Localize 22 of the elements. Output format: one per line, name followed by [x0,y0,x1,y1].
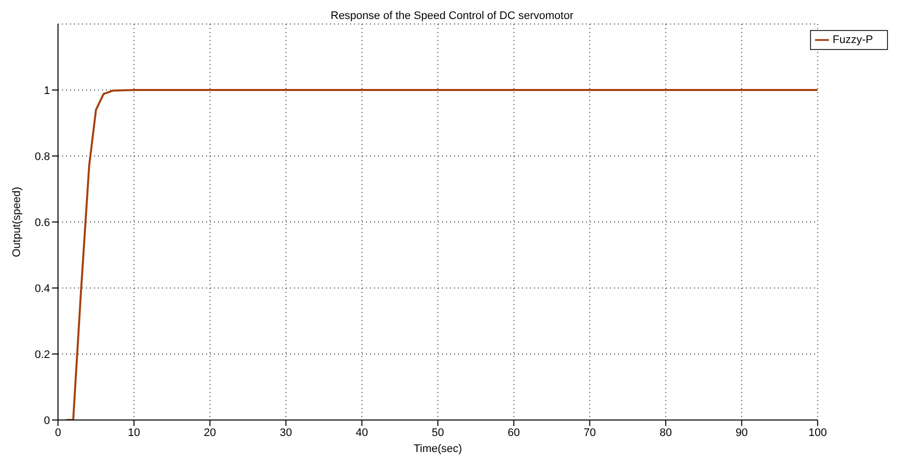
x-tick-label: 40 [356,426,368,439]
x-tick-label: 0 [54,426,62,439]
x-tick-label: 20 [204,426,216,439]
x-axis-title: Time(sec) [414,443,462,455]
x-tick-label: 50 [432,426,444,439]
x-tick-label: 70 [584,426,596,439]
x-tick-label: 80 [660,426,672,439]
y-axis-title: Output(speed) [10,186,23,258]
line-series [65,89,818,420]
y-tick-label: 0 [44,414,50,427]
y-tick-label: 0.4 [34,282,50,295]
y-tick-label: 0.2 [34,348,50,361]
y-tick-label: 0.6 [34,216,50,229]
x-tick-label: 100 [808,426,827,439]
x-tick-label: 30 [280,426,292,439]
x-tick-label: 10 [128,426,140,439]
chart-title: Response of the Speed Control of DC servomotor [330,10,574,22]
x-tick-label: 90 [736,426,748,439]
legend-label: Fuzzy-P [832,34,873,46]
y-tick-label: 1 [44,84,50,97]
x-tick-label: 60 [508,426,520,439]
y-tick-label: 0.8 [34,150,50,163]
